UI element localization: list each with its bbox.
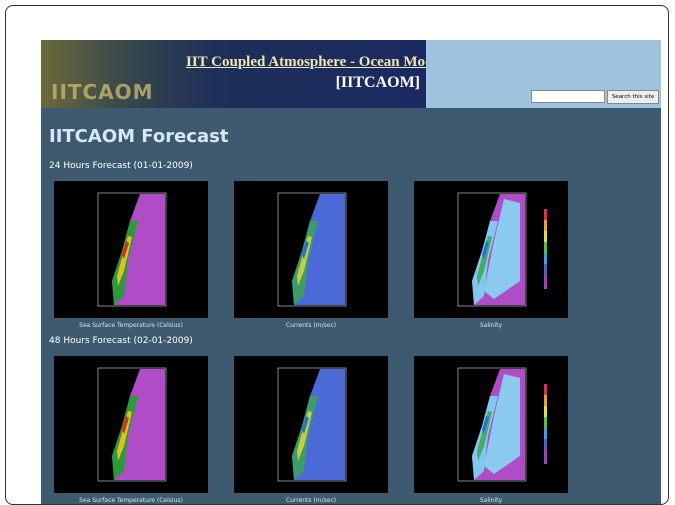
banner-title: IIT Coupled Atmosphere - Ocean Model bbox=[186, 54, 426, 70]
colorbar-step bbox=[544, 220, 547, 231]
map-frame bbox=[97, 367, 167, 482]
map-frame bbox=[457, 192, 527, 307]
coastal-band-2 bbox=[117, 411, 132, 461]
colorbar-step bbox=[544, 417, 547, 428]
forecast-map bbox=[414, 181, 568, 318]
colorbar-step bbox=[544, 406, 547, 417]
site: IITCAOM IIT Coupled Atmosphere - Ocean M… bbox=[41, 40, 661, 504]
forecast-panel: Sea Surface Temperature (Celsius) bbox=[54, 356, 208, 504]
coastal-band-2 bbox=[477, 411, 492, 461]
colorbar-step bbox=[544, 428, 547, 439]
colorbar-step bbox=[544, 231, 547, 242]
search-button[interactable]: Search this site bbox=[607, 90, 659, 104]
coastal-band-3 bbox=[122, 416, 129, 434]
colorbar-step bbox=[544, 450, 547, 461]
map-frame bbox=[277, 192, 347, 307]
colorbar-step bbox=[544, 264, 547, 275]
forecast-map bbox=[414, 356, 568, 493]
banner-subtitle: [IITCAOM] bbox=[335, 74, 420, 91]
forecast-map bbox=[54, 181, 208, 318]
forecast-panel: Salinity bbox=[414, 181, 568, 329]
colorbar-step bbox=[544, 253, 547, 264]
coastal-band-2 bbox=[477, 236, 492, 286]
coastal-band-2 bbox=[117, 236, 132, 286]
forecast-map bbox=[234, 181, 388, 318]
colorbar-step bbox=[544, 384, 547, 395]
forecast-map bbox=[234, 356, 388, 493]
panel-caption: Sea Surface Temperature (Celsius) bbox=[79, 497, 183, 504]
logo: IITCAOM bbox=[51, 80, 154, 104]
map-frame bbox=[277, 367, 347, 482]
panel-caption: Currents (m/sec) bbox=[285, 322, 337, 329]
forecast-map bbox=[54, 356, 208, 493]
panel-caption: Salinity bbox=[479, 322, 503, 329]
salinity-field bbox=[484, 199, 520, 299]
forecast-panel: Salinity bbox=[414, 356, 568, 504]
colorbar-step bbox=[544, 242, 547, 253]
section-heading: 48 Hours Forecast (02-01-2009) bbox=[49, 336, 193, 346]
page-title: IITCAOM Forecast bbox=[49, 126, 229, 147]
coastal-band-3 bbox=[482, 241, 489, 259]
forecast-panel: Currents (m/sec) bbox=[234, 356, 388, 504]
coastal-band-2 bbox=[297, 236, 312, 286]
colorbar-step bbox=[544, 439, 547, 450]
banner: IITCAOM IIT Coupled Atmosphere - Ocean M… bbox=[41, 40, 426, 108]
coastal-band-3 bbox=[302, 416, 309, 434]
colorbar-step bbox=[544, 395, 547, 406]
coastal-band-3 bbox=[302, 241, 309, 259]
section-heading: 24 Hours Forecast (01-01-2009) bbox=[49, 161, 193, 171]
window: IITCAOM IIT Coupled Atmosphere - Ocean M… bbox=[5, 5, 669, 505]
salinity-field bbox=[484, 374, 520, 474]
forecast-panel: Currents (m/sec) bbox=[234, 181, 388, 329]
panel-caption: Currents (m/sec) bbox=[285, 497, 337, 504]
search-input[interactable] bbox=[531, 90, 605, 103]
coastal-band-3 bbox=[482, 416, 489, 434]
colorbar-step bbox=[544, 275, 547, 286]
map-frame bbox=[457, 367, 527, 482]
panel-caption: Sea Surface Temperature (Celsius) bbox=[79, 322, 183, 329]
coastal-band-3 bbox=[122, 241, 129, 259]
map-frame bbox=[97, 192, 167, 307]
colorbar-step bbox=[544, 209, 547, 220]
forecast-panel: Sea Surface Temperature (Celsius) bbox=[54, 181, 208, 329]
panel-caption: Salinity bbox=[479, 497, 503, 504]
coastal-band-2 bbox=[297, 411, 312, 461]
